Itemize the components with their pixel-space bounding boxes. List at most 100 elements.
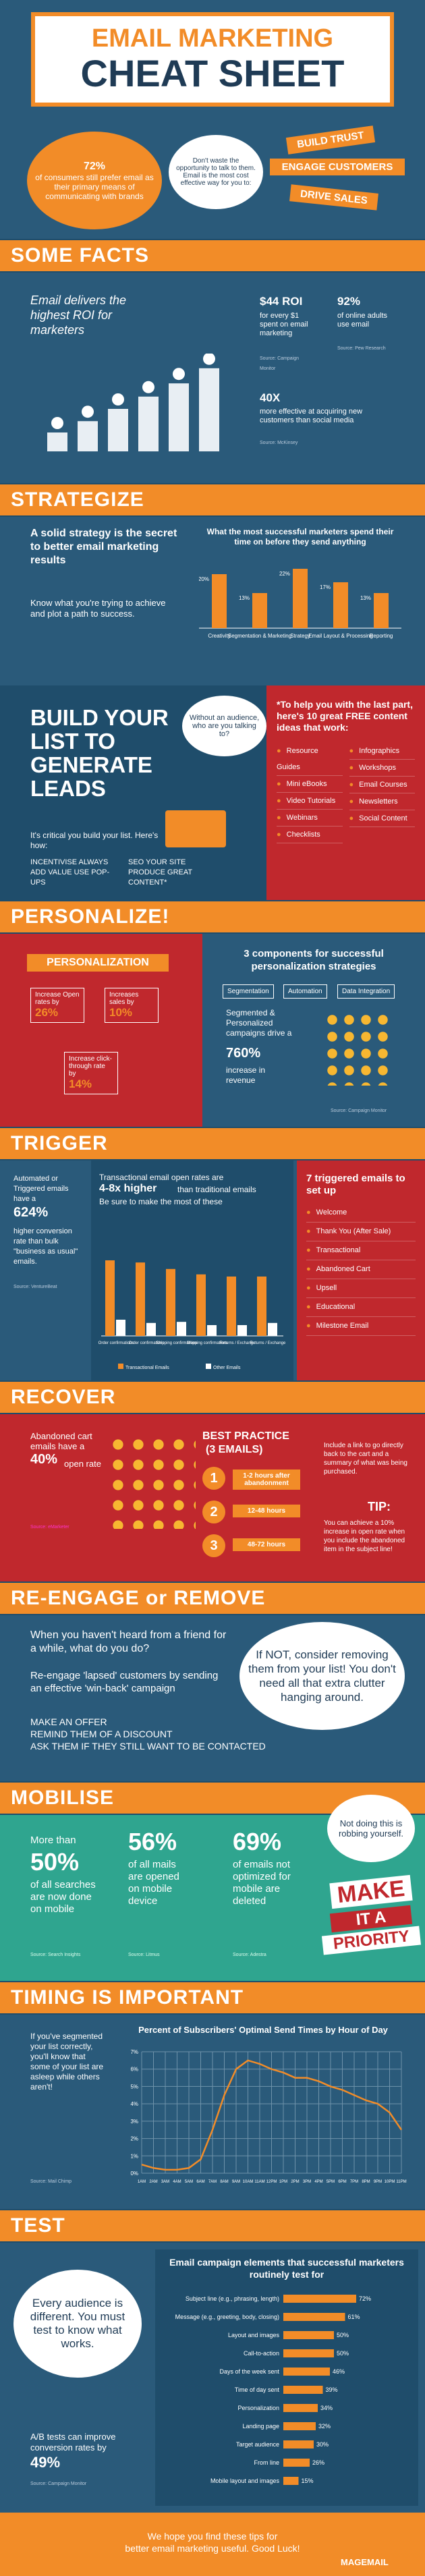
stat-bubble: 72% of consumers still prefer email as t… (27, 132, 162, 229)
mobile-stat3-src: Source: Adestra (233, 1953, 266, 1957)
idea-item: Workshops (349, 760, 415, 777)
trigger-category-label: Order confirmations (129, 1341, 165, 1345)
component-data-integration: Data Integration (337, 984, 395, 999)
mobile-stat2-src: Source: Litmus (128, 1953, 160, 1957)
step-2-text: 12-48 hours (233, 1505, 300, 1517)
mobilise-section: More than 50% of all searches are now do… (0, 1795, 425, 1981)
test-category-label: From line (254, 2459, 279, 2466)
components-title: 3 components for successful personalizat… (244, 948, 384, 972)
test-chart-title: Email campaign elements that successful … (169, 2257, 404, 2280)
strategy-bar (212, 574, 227, 628)
x-tick-label: 5PM (327, 2180, 335, 2184)
recover-left-value: 40% (30, 1452, 58, 1467)
test-value-label: 50% (337, 2350, 349, 2357)
coin-stack-graphic (324, 1011, 391, 1086)
test-category-label: Target audience (236, 2441, 279, 2448)
section-heading-strategize: STRATEGIZE (0, 484, 425, 515)
test-bar (283, 2313, 345, 2321)
footer-brand[interactable]: MAGEMAIL (341, 2557, 389, 2567)
test-bar (283, 2459, 310, 2467)
roi-bar (138, 396, 159, 451)
roi-bar (47, 432, 67, 451)
section-heading-timing: TIMING IS IMPORTANT (0, 1982, 425, 2013)
trigger-category-label: Returns / Exchange (250, 1341, 286, 1345)
y-tick-label: 7% (130, 2049, 138, 2055)
legend-other: Other Emails (206, 1363, 240, 1373)
mobile-stat3-text: of emails not optimized for mobile are d… (233, 1859, 291, 1907)
ctr-label: Increase click-through rate by (69, 1055, 112, 1077)
footer: We hope you find these tips for better e… (0, 2513, 425, 2576)
build-text: It's critical you build your list. Here'… (30, 831, 159, 850)
other-bar (116, 1320, 125, 1336)
transactional-bar (257, 1277, 266, 1336)
best-practice-sub: (3 EMAILS) (206, 1444, 263, 1455)
social-icon (51, 417, 63, 429)
test-bar (283, 2422, 316, 2430)
send-time-line (141, 2059, 403, 2171)
tag-drive-sales: DRIVE SALES (289, 184, 378, 211)
strategy-value-label: 22% (279, 571, 290, 577)
trigger-category-label: Returns / Exchange (220, 1341, 256, 1345)
triggered-item: Thank You (After Sale) (306, 1223, 416, 1241)
strategy-value-label: 17% (320, 584, 331, 590)
step-1: 1 1-2 hours after abandonment (202, 1467, 310, 1491)
ideas-list: Resource Guides Mini eBooks Video Tutori… (277, 743, 415, 843)
x-tick-label: 11PM (396, 2180, 406, 2184)
test-value-label: 72% (359, 2295, 371, 2302)
robbing-bubble: Not doing this is robbing yourself. (327, 1795, 415, 1862)
pct92-source: Source: Pew Research (337, 346, 386, 351)
timing-chart-title: Percent of Subscribers' Optimal Send Tim… (138, 2025, 388, 2035)
best-practice-title: BEST PRACTICE (202, 1430, 289, 1442)
recover-source: Source: eMarketer (30, 1525, 69, 1530)
transactional-bar (136, 1262, 145, 1336)
section-heading-personalize: PERSONALIZE! (0, 901, 425, 932)
test-category-label: Layout and images (228, 2332, 280, 2339)
test-category-label: Personalization (237, 2405, 279, 2411)
sales-label: Increases sales by (109, 991, 139, 1006)
y-tick-label: 4% (130, 2101, 138, 2107)
x-tick-label: 9AM (232, 2180, 240, 2184)
tip-label: TIP: (368, 1500, 391, 1513)
x40-value: 40X (260, 391, 281, 404)
test-bar (283, 2368, 330, 2376)
strategize-section: A solid strategy is the secret to better… (0, 517, 425, 685)
x-tick-label: 7PM (350, 2180, 358, 2184)
other-bar (207, 1325, 217, 1336)
section-heading-facts: SOME FACTS (0, 240, 425, 271)
step-3: 3 48-72 hours (202, 1534, 310, 1559)
roi-bar (108, 409, 128, 451)
strategy-bar (293, 569, 308, 628)
roi-text: for every $1 spent on email marketing (260, 312, 308, 337)
other-bar (146, 1322, 156, 1336)
mobile-stat1-src: Source: Search Insights (30, 1953, 81, 1957)
sales-box: Increases sales by 10% (105, 988, 159, 1023)
section-heading-recover: RECOVER (0, 1382, 425, 1413)
title-line2: CHEAT SHEET (80, 52, 345, 94)
personalize-section: PERSONALIZATION Increase Open rates by 2… (0, 934, 425, 1127)
y-tick-label: 1% (130, 2153, 138, 2159)
x40-text: more effective at acquiring new customer… (260, 408, 363, 424)
triggered-list: Welcome Thank You (After Sale) Transacti… (306, 1204, 416, 1336)
test-value-label: 26% (312, 2459, 324, 2466)
mobile-stat1-pre: More than (30, 1835, 76, 1846)
idea-item: Checklists (277, 827, 343, 843)
ctr-box: Increase click-through rate by 14% (64, 1052, 118, 1094)
reengage-question: When you haven't heard from a friend for… (30, 1629, 227, 1654)
triggered-item: Welcome (306, 1204, 416, 1223)
strategy-category-label: Reporting (370, 633, 393, 639)
open-rate-value: 26% (35, 1006, 59, 1019)
test-value-label: 50% (337, 2332, 349, 2339)
social-icon (112, 393, 124, 405)
transactional-bar (166, 1268, 175, 1336)
test-bar (283, 2331, 334, 2339)
component-segmentation: Segmentation (223, 984, 274, 999)
test-left: A/B tests can improve conversion rates b… (30, 2432, 116, 2453)
title-banner: EMAIL MARKETING CHEAT SHEET (31, 12, 394, 107)
test-value-label: 46% (333, 2368, 345, 2375)
y-tick-label: 0% (130, 2171, 138, 2177)
timing-source: Source: Mail Chimp (30, 2179, 72, 2184)
trigger-category-label: Order confirmations (98, 1341, 134, 1345)
strategy-bar (252, 593, 267, 628)
trigger-chart-line2: than traditional emails (177, 1185, 256, 1194)
sales-value: 10% (109, 1006, 133, 1019)
